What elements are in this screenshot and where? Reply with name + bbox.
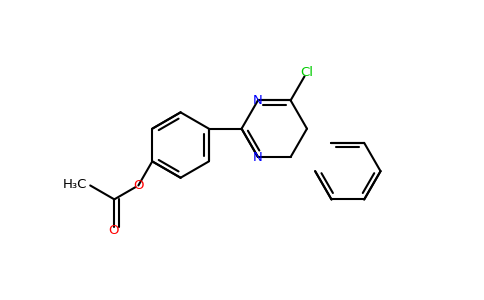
- Text: O: O: [133, 179, 144, 192]
- Text: O: O: [108, 224, 119, 237]
- Text: N: N: [253, 151, 263, 164]
- Text: Cl: Cl: [300, 66, 313, 79]
- Text: H₃C: H₃C: [63, 178, 87, 191]
- Text: N: N: [253, 94, 263, 107]
